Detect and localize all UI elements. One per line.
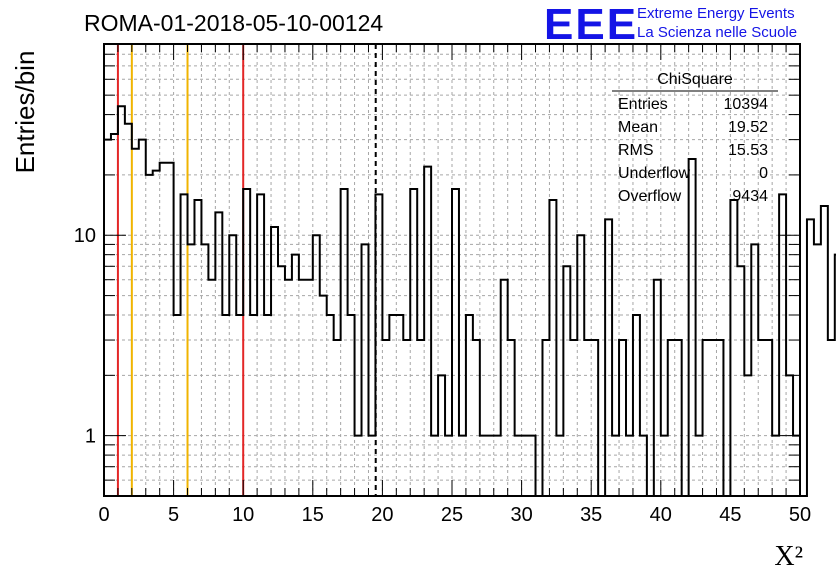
stats-label: Underflow	[618, 165, 690, 182]
x-tick-labels: 0 5 10 15 20 25 30 35 40 45 50	[98, 504, 811, 526]
x-tick-label: 50	[789, 504, 811, 526]
x-tick-label: 25	[441, 504, 463, 526]
y-axis-title: Entries/bin	[10, 51, 40, 174]
reference-lines	[116, 44, 377, 496]
eee-logo: EEE Extreme Energy Events La Scienza nel…	[544, 0, 834, 49]
stats-value: 9434	[732, 188, 768, 205]
stats-value: 0	[759, 165, 768, 182]
x-tick-label: 15	[302, 504, 324, 526]
stats-label: Overflow	[618, 188, 682, 205]
logo-mark: EEE	[544, 0, 639, 49]
x-tick-label: 40	[650, 504, 672, 526]
x-tick-label: 30	[510, 504, 532, 526]
x-tick-label: 20	[371, 504, 393, 526]
stats-value: 19.52	[728, 119, 768, 136]
stats-header: ChiSquare	[657, 71, 733, 88]
chart-title: ROMA-01-2018-05-10-00124	[84, 10, 384, 36]
x-tick-label: 45	[719, 504, 741, 526]
x-tick-label: 35	[580, 504, 602, 526]
x-tick-label: 0	[98, 504, 109, 526]
histogram-series	[104, 105, 836, 497]
axis-ticks	[104, 44, 800, 496]
y-tick-label: 1	[85, 426, 96, 448]
stats-value: 15.53	[728, 142, 768, 159]
y-tick-label: 10	[74, 225, 96, 247]
stats-value: 10394	[724, 96, 769, 113]
stats-label: RMS	[618, 142, 654, 159]
y-tick-labels: 1 10	[74, 225, 96, 447]
stats-label: Mean	[618, 119, 658, 136]
stats-label: Entries	[618, 96, 668, 113]
logo-line-1: Extreme Energy Events	[637, 5, 795, 22]
logo-line-2: La Scienza nelle Scuole	[637, 24, 798, 41]
stats-box: ChiSquare Entries 10394 Mean 19.52 RMS 15.53 Un…	[612, 71, 778, 205]
x-axis-title: X²	[774, 541, 803, 572]
x-tick-label: 5	[168, 504, 179, 526]
x-tick-label: 10	[232, 504, 254, 526]
